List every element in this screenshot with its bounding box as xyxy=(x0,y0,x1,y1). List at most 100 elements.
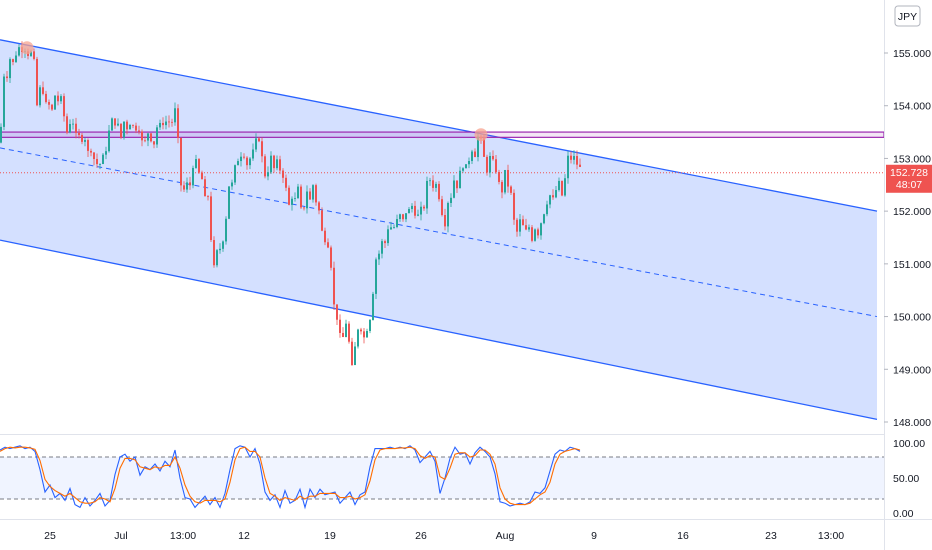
price-axis[interactable]: 148.000 149.000 150.000 151.000 152.000 153.0… xyxy=(884,48,931,429)
candle xyxy=(195,154,197,169)
channel-lower-line[interactable] xyxy=(0,239,878,421)
candle xyxy=(264,154,266,179)
time-tick-label: Jul xyxy=(114,530,127,542)
candle xyxy=(465,164,467,169)
candle xyxy=(351,337,353,366)
candle xyxy=(108,125,110,153)
candle xyxy=(549,194,551,209)
candle xyxy=(282,168,284,184)
candle xyxy=(153,141,155,149)
channel-upper-line[interactable] xyxy=(0,39,878,212)
candle xyxy=(132,124,134,129)
candle xyxy=(327,238,329,249)
candle xyxy=(501,179,503,199)
pivot-marker[interactable] xyxy=(474,128,488,142)
candle xyxy=(255,133,257,153)
time-axis[interactable]: 25 Jul 13:00 12 19 26 Aug 9 16 23 13:00 xyxy=(44,530,844,542)
pivot-marker[interactable] xyxy=(20,41,34,55)
candle xyxy=(18,44,20,57)
candle xyxy=(366,328,368,338)
candle xyxy=(405,213,407,223)
currency-label: JPY xyxy=(898,11,917,23)
candle xyxy=(354,342,356,366)
candle xyxy=(78,128,80,139)
candle xyxy=(384,239,386,249)
stochastic-lines xyxy=(0,445,581,510)
candle xyxy=(318,201,320,215)
candle xyxy=(525,218,527,231)
candle xyxy=(72,118,74,130)
candle xyxy=(177,104,179,144)
candle xyxy=(105,146,107,160)
candle xyxy=(471,149,473,165)
candle xyxy=(495,154,497,174)
candle xyxy=(378,250,380,266)
candle xyxy=(279,155,281,175)
resistance-band[interactable] xyxy=(0,131,885,138)
candle xyxy=(552,189,554,200)
time-tick-label: 13:00 xyxy=(818,530,844,542)
candle xyxy=(429,177,431,186)
stochastic-axis[interactable]: 0.00 50.00 100.00 xyxy=(893,438,925,520)
candle xyxy=(396,214,398,229)
candle xyxy=(426,176,428,214)
currency-badge[interactable]: JPY xyxy=(894,5,921,27)
candle xyxy=(138,125,140,135)
channel-middle-line[interactable] xyxy=(0,147,878,318)
time-tick-label: 9 xyxy=(591,530,597,542)
candle xyxy=(432,175,434,192)
time-tick-label: 12 xyxy=(238,530,250,542)
candle xyxy=(381,238,383,259)
candle xyxy=(531,224,533,243)
candlestick-series xyxy=(0,41,581,366)
candle xyxy=(462,167,464,173)
candle xyxy=(519,214,521,237)
candle xyxy=(375,257,377,300)
candle xyxy=(162,117,164,130)
candle xyxy=(261,137,263,163)
candle xyxy=(99,163,101,170)
candle xyxy=(453,175,455,199)
candle xyxy=(309,188,311,200)
candle xyxy=(267,166,269,181)
candle xyxy=(567,151,569,184)
candle xyxy=(147,132,149,147)
candle xyxy=(228,186,230,220)
candle xyxy=(114,118,116,129)
candle xyxy=(63,93,65,122)
candle xyxy=(285,174,287,192)
candle xyxy=(417,209,419,217)
candle xyxy=(198,157,200,174)
candle xyxy=(42,81,44,96)
candle xyxy=(390,221,392,230)
candle xyxy=(504,169,506,195)
candle xyxy=(528,224,530,232)
candle xyxy=(12,58,14,66)
candle xyxy=(333,261,335,310)
price-tick-label: 148.000 xyxy=(893,417,931,429)
candle xyxy=(57,91,59,106)
last-price-tag: 152.728 48:07 xyxy=(886,164,932,193)
price-tick-label: 155.000 xyxy=(893,48,931,60)
candle xyxy=(399,213,401,222)
candle xyxy=(3,73,5,131)
candle xyxy=(207,195,209,201)
candle xyxy=(93,151,95,166)
candle xyxy=(159,119,161,131)
candle xyxy=(60,94,62,105)
candle xyxy=(273,154,275,173)
price-tick-label: 151.000 xyxy=(893,259,931,271)
candle xyxy=(192,165,194,189)
candle xyxy=(189,176,191,190)
price-tick-label: 149.000 xyxy=(893,364,931,376)
candle xyxy=(15,51,17,64)
candle xyxy=(75,117,77,139)
candle xyxy=(486,154,488,176)
candle xyxy=(540,222,542,240)
candle xyxy=(408,206,410,214)
candle xyxy=(414,200,416,219)
candle xyxy=(240,152,242,167)
candle xyxy=(546,200,548,217)
